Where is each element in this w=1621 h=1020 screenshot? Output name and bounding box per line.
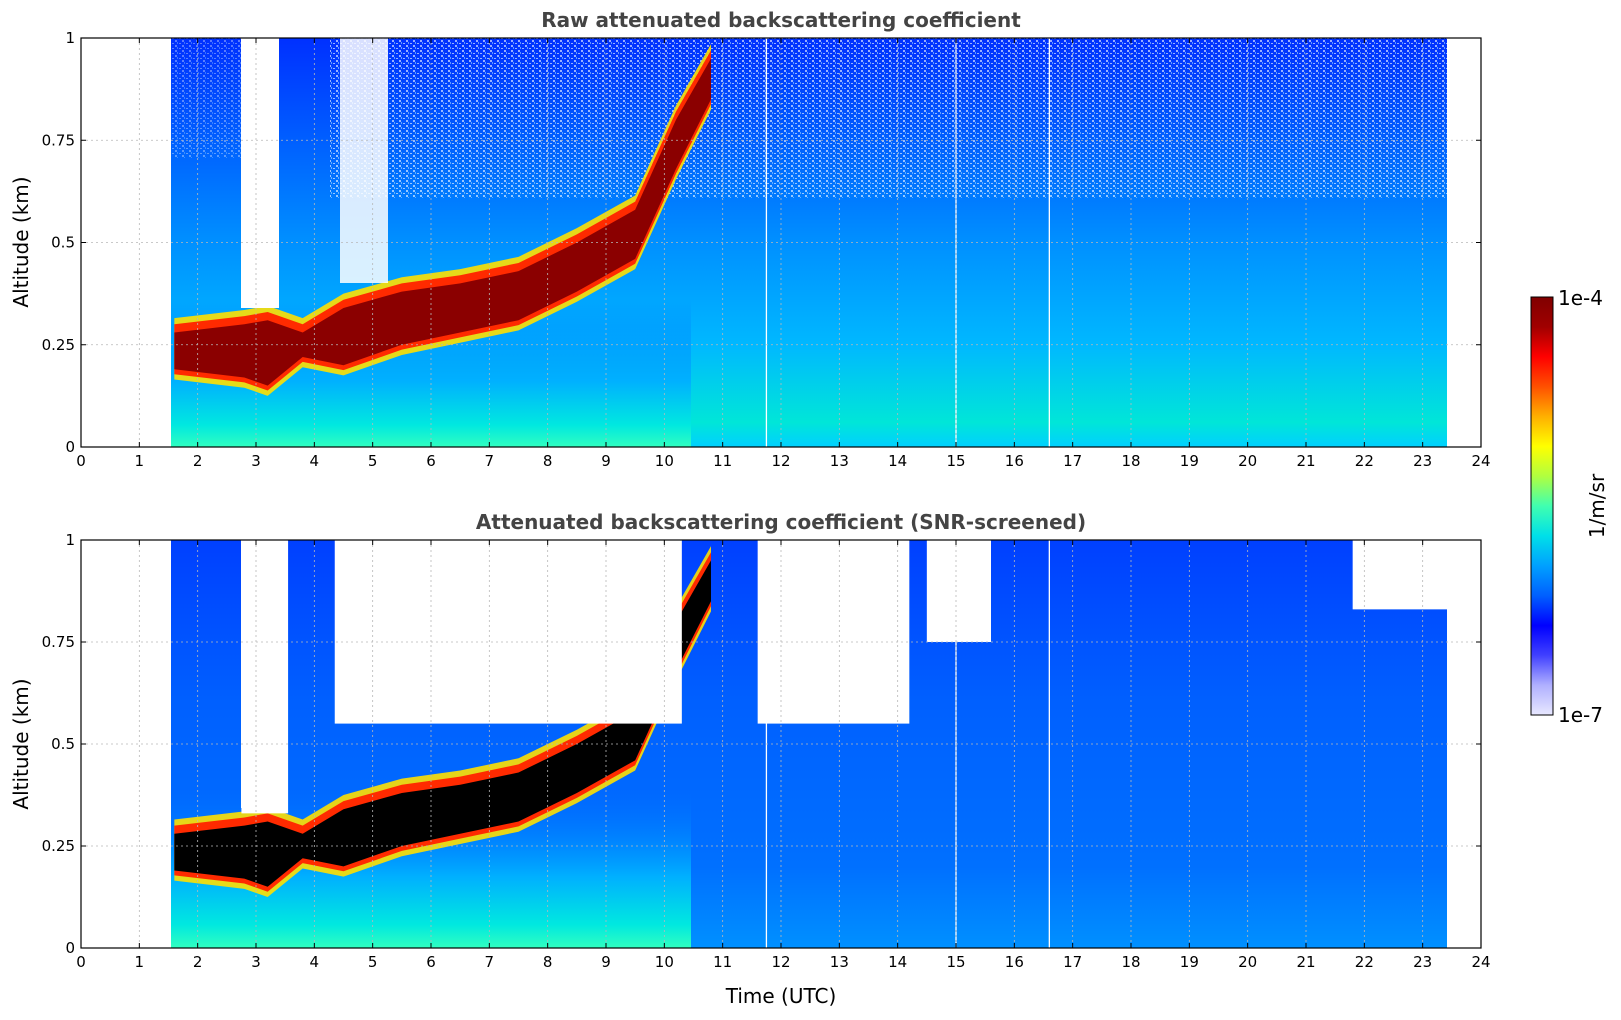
y-axis-label: Altitude (km): [9, 678, 33, 809]
x-tick-label: 22: [1355, 953, 1374, 971]
colorbar-min-label: 1e-7: [1558, 703, 1603, 727]
x-tick-label: 0: [76, 452, 86, 470]
colorbar-unit-label: 1/m/sr: [1585, 473, 1609, 538]
x-tick-label: 0: [76, 953, 86, 971]
y-tick-label: 0: [65, 438, 75, 456]
x-tick-label: 13: [830, 953, 849, 971]
x-tick-label: 22: [1355, 452, 1374, 470]
y-ticks: 0 0.25 0.5 0.75 1: [42, 29, 1481, 456]
x-tick-label: 18: [1121, 953, 1140, 971]
x-tick-label: 16: [1005, 452, 1024, 470]
x-tick-label: 2: [193, 452, 203, 470]
y-tick-label: 0.25: [42, 336, 75, 354]
x-tick-label: 24: [1471, 452, 1490, 470]
x-tick-label: 8: [543, 953, 553, 971]
screened-region: [926, 540, 991, 642]
y-axis-label: Altitude (km): [9, 176, 33, 307]
x-tick-label: 14: [888, 953, 907, 971]
x-tick-label: 3: [251, 953, 261, 971]
y-tick-label: 0.5: [51, 735, 75, 753]
x-tick-label: 14: [888, 452, 907, 470]
y-tick-label: 0: [65, 939, 75, 957]
colorbar-scale: [1530, 296, 1554, 716]
y-tick-label: 0.75: [42, 633, 75, 651]
x-tick-label: 12: [771, 953, 790, 971]
screened-region: [757, 540, 910, 724]
x-tick-label: 6: [426, 953, 436, 971]
x-tick-label: 13: [830, 452, 849, 470]
colorbar: 1e-4 1e-7 1/m/sr: [1530, 286, 1609, 727]
y-tick-label: 0.5: [51, 234, 75, 252]
y-ticks: 0 0.25 0.5 0.75 1: [42, 531, 1481, 957]
y-tick-label: 1: [65, 29, 75, 47]
x-tick-label: 6: [426, 452, 436, 470]
noise-region: [330, 38, 1447, 198]
x-tick-label: 15: [946, 452, 965, 470]
x-tick-label: 10: [655, 953, 674, 971]
x-tick-label: 15: [946, 953, 965, 971]
heatmap-raw: [171, 38, 1447, 447]
panel-title: Attenuated backscattering coefficient (S…: [476, 510, 1086, 534]
colorbar-max-label: 1e-4: [1558, 286, 1603, 310]
x-tick-label: 16: [1005, 953, 1024, 971]
x-tick-label: 24: [1471, 953, 1490, 971]
fog-gap: [241, 38, 279, 308]
x-tick-label: 7: [485, 953, 495, 971]
x-tick-label: 1: [135, 452, 145, 470]
x-tick-label: 17: [1063, 953, 1082, 971]
y-tick-label: 0.75: [42, 131, 75, 149]
x-tick-label: 18: [1121, 452, 1140, 470]
panel-title: Raw attenuated backscattering coefficien…: [541, 8, 1021, 32]
grid: [81, 38, 1481, 447]
panel-snr-screened: Attenuated backscattering coefficient (S…: [9, 510, 1491, 1008]
clear-gap: [340, 38, 388, 283]
x-tick-label: 8: [543, 452, 553, 470]
noise-region-early: [171, 38, 241, 158]
x-tick-label: 9: [601, 953, 611, 971]
x-tick-label: 1: [135, 953, 145, 971]
x-tick-label: 5: [368, 452, 378, 470]
x-tick-label: 12: [771, 452, 790, 470]
x-tick-label: 11: [713, 452, 732, 470]
x-tick-label: 20: [1238, 452, 1257, 470]
x-tick-label: 10: [655, 452, 674, 470]
x-tick-label: 21: [1296, 953, 1315, 971]
x-tick-label: 3: [251, 452, 261, 470]
x-tick-label: 7: [485, 452, 495, 470]
x-tick-label: 4: [310, 953, 320, 971]
screened-region: [1352, 540, 1452, 610]
x-tick-label: 23: [1413, 452, 1432, 470]
x-tick-label: 2: [193, 953, 203, 971]
cloud-layer-group: [174, 44, 712, 396]
x-tick-label: 19: [1180, 953, 1199, 971]
grid: [81, 540, 1481, 948]
x-ticks: 0 1 2 3 4 5 6 7 8 9 10 11 12 13 14 15 16 17 18 19 20 21 22 23 24: [76, 38, 1491, 470]
x-tick-label: 19: [1180, 452, 1199, 470]
cloud-core: [174, 58, 712, 386]
x-axis-label: Time (UTC): [725, 984, 837, 1008]
y-tick-label: 0.25: [42, 837, 75, 855]
y-tick-label: 1: [65, 531, 75, 549]
x-tick-label: 17: [1063, 452, 1082, 470]
screened-region: [334, 540, 682, 724]
x-tick-label: 9: [601, 452, 611, 470]
x-tick-label: 5: [368, 953, 378, 971]
x-tick-label: 11: [713, 953, 732, 971]
x-ticks: 0 1 2 3 4 5 6 7 8 9 10 11 12 13 14 15 16 17 18 19 20 21 22 23 24: [76, 540, 1491, 971]
cloud-core: [174, 560, 712, 887]
x-tick-label: 23: [1413, 953, 1432, 971]
panel-raw: Raw attenuated backscattering coefficien…: [9, 8, 1491, 470]
heatmap-screened: [171, 540, 1452, 948]
x-tick-label: 4: [310, 452, 320, 470]
fog-gap: [241, 540, 279, 808]
x-tick-label: 21: [1296, 452, 1315, 470]
x-tick-label: 20: [1238, 953, 1257, 971]
